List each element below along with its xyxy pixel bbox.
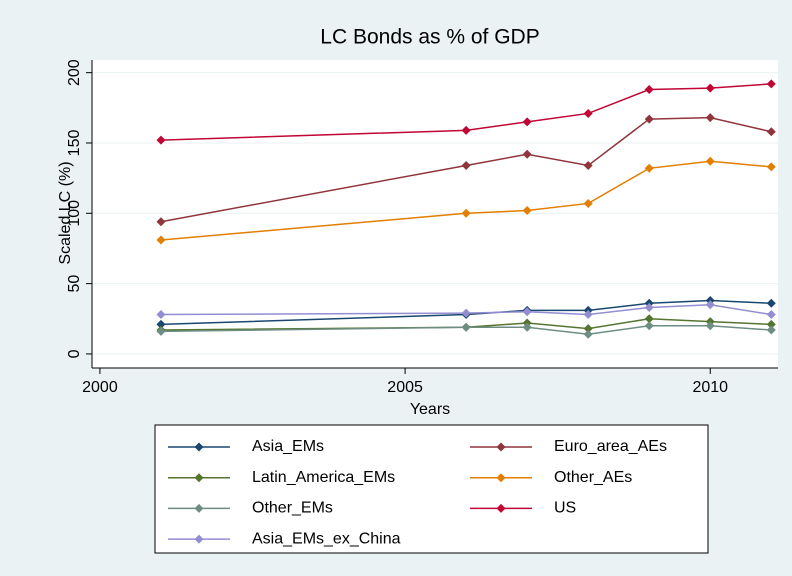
marker	[644, 303, 654, 313]
marker	[583, 160, 593, 170]
marker	[461, 308, 471, 318]
marker	[705, 156, 715, 166]
legend-marker	[194, 534, 204, 544]
marker	[583, 198, 593, 208]
marker	[522, 149, 532, 159]
y-axis-label: Scaled LC (%)	[57, 161, 74, 264]
marker	[156, 217, 166, 227]
marker	[522, 322, 532, 332]
marker	[766, 319, 776, 329]
y-tick-label: 200	[66, 59, 83, 86]
legend-label: Other_AEs	[554, 469, 632, 486]
marker	[705, 321, 715, 331]
marker	[583, 310, 593, 320]
marker	[644, 85, 654, 95]
legend-label: Asia_EMs	[252, 438, 324, 455]
marker	[156, 235, 166, 245]
marker	[461, 322, 471, 332]
marker	[461, 160, 471, 170]
marker	[766, 310, 776, 320]
marker	[583, 329, 593, 339]
marker	[583, 324, 593, 334]
marker	[156, 319, 166, 329]
legend-marker	[194, 503, 204, 513]
legend-marker	[194, 473, 204, 483]
marker	[766, 325, 776, 335]
marker	[583, 108, 593, 118]
legend-label: Euro_area_AEs	[554, 438, 667, 455]
marker	[705, 83, 715, 93]
legend	[154, 424, 709, 554]
marker	[156, 310, 166, 320]
marker	[461, 125, 471, 135]
y-tick-label: 0	[66, 349, 83, 358]
marker	[766, 298, 776, 308]
marker	[522, 117, 532, 127]
x-axis-label: Years	[410, 401, 450, 418]
marker	[644, 163, 654, 173]
marker	[156, 135, 166, 145]
legend-label: US	[554, 500, 576, 517]
y-tick-label: 50	[66, 275, 83, 293]
marker	[522, 205, 532, 215]
marker	[766, 79, 776, 89]
marker	[156, 326, 166, 336]
marker	[644, 314, 654, 324]
x-tick-label: 2000	[82, 379, 118, 396]
x-tick-label: 2010	[692, 379, 728, 396]
y-tick-label: 150	[66, 130, 83, 157]
marker	[644, 321, 654, 331]
legend-label: Other_EMs	[252, 500, 333, 517]
marker	[705, 113, 715, 123]
legend-label: Asia_EMs_ex_China	[252, 530, 401, 547]
x-tick-label: 2005	[387, 379, 423, 396]
marker	[461, 208, 471, 218]
legend-marker	[194, 442, 204, 452]
marker	[766, 162, 776, 172]
marker	[705, 300, 715, 310]
marker	[644, 114, 654, 124]
legend-marker	[496, 442, 506, 452]
marker	[766, 127, 776, 137]
legend-marker	[496, 503, 506, 513]
y-tick-label: 100	[66, 200, 83, 227]
legend-marker	[496, 473, 506, 483]
chart-title: LC Bonds as % of GDP	[320, 26, 539, 49]
marker	[522, 307, 532, 317]
legend-label: Latin_America_EMs	[252, 469, 395, 486]
plot-area	[92, 60, 778, 368]
